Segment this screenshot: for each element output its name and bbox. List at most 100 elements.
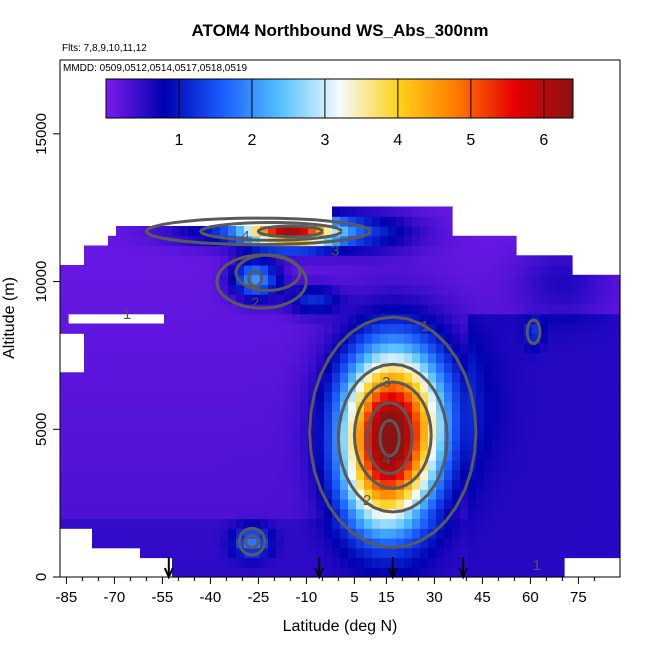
heatmap-cell xyxy=(604,313,613,325)
heatmap-cell xyxy=(108,352,117,364)
heatmap-cell xyxy=(484,284,493,295)
heatmap-cell xyxy=(316,265,325,276)
heatmap-cell xyxy=(188,469,197,481)
heatmap-cell xyxy=(444,313,453,325)
heatmap-cell xyxy=(508,343,517,354)
heatmap-cell xyxy=(220,343,229,354)
heatmap-cell xyxy=(532,547,541,559)
heatmap-cell xyxy=(196,499,205,510)
heatmap-cell xyxy=(108,391,117,403)
heatmap-cell xyxy=(348,343,357,354)
heatmap-cell xyxy=(348,547,357,559)
heatmap-cell xyxy=(116,401,125,412)
heatmap-cell xyxy=(220,235,229,247)
heatmap-cell xyxy=(556,372,565,383)
heatmap-cell xyxy=(260,430,269,442)
y-tick-label: 0 xyxy=(33,573,50,581)
heatmap-cell xyxy=(140,489,149,500)
heatmap-cell xyxy=(132,226,141,237)
heatmap-cell xyxy=(60,508,69,520)
x-tick-label: 30 xyxy=(426,589,443,606)
heatmap-cell xyxy=(380,362,389,373)
heatmap-cell xyxy=(380,538,389,549)
heatmap-cell xyxy=(492,294,501,305)
heatmap-cell xyxy=(524,411,533,422)
heatmap-cell xyxy=(524,284,533,295)
heatmap-cell xyxy=(284,411,293,422)
heatmap-cell xyxy=(124,304,133,315)
heatmap-cell xyxy=(196,343,205,354)
heatmap-cell xyxy=(212,382,221,393)
heatmap-cell xyxy=(292,391,301,403)
heatmap-cell xyxy=(324,411,333,422)
heatmap-cell xyxy=(172,479,181,490)
heatmap-cell xyxy=(276,226,285,237)
heatmap-cell xyxy=(332,304,341,315)
heatmap-cell xyxy=(116,294,125,305)
heatmap-cell xyxy=(516,460,525,471)
heatmap-cell xyxy=(164,294,173,305)
heatmap-cell xyxy=(428,518,437,529)
heatmap-cell xyxy=(364,333,373,344)
heatmap-cell xyxy=(356,245,365,256)
heatmap-cell xyxy=(484,401,493,412)
heatmap-cell xyxy=(580,362,589,373)
heatmap-cell xyxy=(612,362,621,373)
heatmap-cell xyxy=(140,255,149,266)
heatmap-cell xyxy=(404,430,413,442)
heatmap-cell xyxy=(460,391,469,403)
heatmap-cell xyxy=(508,489,517,500)
heatmap-cell xyxy=(572,430,581,442)
heatmap-cell xyxy=(476,265,485,276)
heatmap-cell xyxy=(540,547,549,559)
heatmap-cell xyxy=(484,255,493,266)
heatmap-cell xyxy=(132,411,141,422)
heatmap-cell xyxy=(332,265,341,276)
colorbar-tick-label: 2 xyxy=(247,132,256,149)
heatmap-cell xyxy=(452,362,461,373)
heatmap-cell xyxy=(180,255,189,266)
x-tick-label: 5 xyxy=(350,589,358,606)
heatmap-cell xyxy=(180,508,189,520)
heatmap-cell xyxy=(404,226,413,237)
heatmap-cell xyxy=(428,265,437,276)
heatmap-cell xyxy=(148,430,157,442)
heatmap-cell xyxy=(348,362,357,373)
heatmap-cell xyxy=(164,333,173,344)
heatmap-cell xyxy=(180,372,189,383)
heatmap-cell xyxy=(300,323,309,334)
heatmap-cell xyxy=(204,469,213,481)
heatmap-cell xyxy=(220,284,229,295)
heatmap-cell xyxy=(604,528,613,539)
heatmap-cell xyxy=(612,304,621,315)
heatmap-cell xyxy=(140,528,149,539)
heatmap-cell xyxy=(164,499,173,510)
heatmap-cell xyxy=(356,557,365,568)
colorbar-tick-label: 4 xyxy=(393,132,402,149)
heatmap-cell xyxy=(516,411,525,422)
heatmap-cell xyxy=(188,489,197,500)
heatmap-cell xyxy=(148,333,157,344)
heatmap-cell xyxy=(180,313,189,325)
heatmap-cell xyxy=(428,460,437,471)
heatmap-cell xyxy=(276,440,285,451)
heatmap-cell xyxy=(180,352,189,364)
heatmap-cell xyxy=(164,528,173,539)
heatmap-cell xyxy=(492,255,501,266)
heatmap-cell xyxy=(148,284,157,295)
heatmap-cell xyxy=(436,216,445,227)
heatmap-cell xyxy=(452,450,461,461)
heatmap-cell xyxy=(132,245,141,256)
y-tick-label: 15000 xyxy=(33,113,50,155)
heatmap-cell xyxy=(604,304,613,315)
heatmap-cell xyxy=(124,372,133,383)
heatmap-cell xyxy=(484,460,493,471)
heatmap-cell xyxy=(196,372,205,383)
colorbar-tick-label: 6 xyxy=(539,132,548,149)
heatmap-cell xyxy=(548,430,557,442)
heatmap-cell xyxy=(132,343,141,354)
heatmap-cell xyxy=(428,538,437,549)
heatmap-cell xyxy=(156,304,165,315)
heatmap-cell xyxy=(500,333,509,344)
